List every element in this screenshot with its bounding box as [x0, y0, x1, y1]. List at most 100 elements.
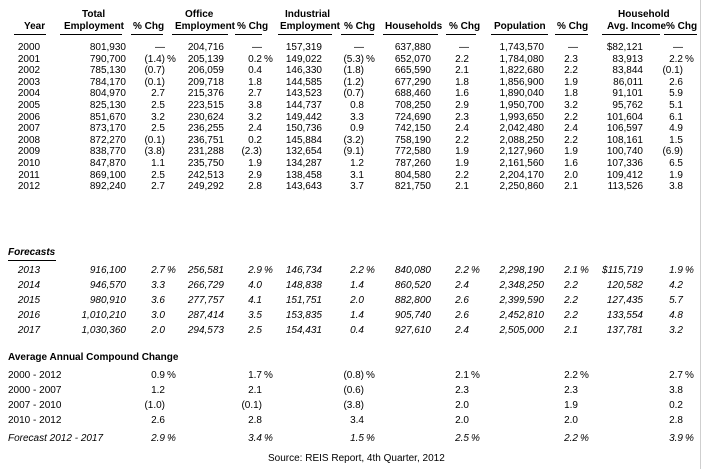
cagr-forecast-value-cell: 3.9 [669, 433, 683, 444]
pct-change-cell: 2.1 [455, 181, 469, 192]
value-cell: 873,170 [89, 123, 126, 134]
pct-change-cell: 2.2 [564, 280, 578, 291]
header-rule [14, 34, 46, 35]
value-cell: 157,319 [285, 42, 322, 53]
pct-change-cell: 2.1 [564, 325, 578, 336]
value-cell: 2,452,810 [499, 310, 545, 321]
value-cell: 236,255 [187, 123, 224, 134]
pct-change-cell: 3.8 [669, 181, 683, 192]
header-rule [278, 34, 332, 35]
value-cell: 242,513 [187, 170, 224, 181]
value-cell: 784,170 [89, 77, 126, 88]
header-households: Households [385, 21, 443, 32]
value-cell: 892,240 [89, 181, 126, 192]
header-rule [341, 34, 374, 35]
cagr-value-cell: 2.0 [455, 415, 469, 426]
value-cell: 109,412 [606, 170, 643, 181]
pct-change-cell: — [155, 42, 165, 53]
pct-change-cell: 2.9 [248, 265, 262, 276]
pct-change-cell: 0.2 [248, 54, 262, 65]
pct-change-cell: 5.1 [669, 100, 683, 111]
header-rule [172, 34, 228, 35]
value-cell: 1,822,680 [499, 65, 545, 76]
value-cell: $82,121 [606, 42, 643, 53]
cagr-value-cell: 1.7 [248, 370, 262, 381]
header-rule [235, 34, 262, 35]
year-cell: 2005 [17, 100, 41, 111]
year-cell: 2016 [17, 310, 41, 321]
value-cell: 652,070 [394, 54, 431, 65]
pct-change-cell: 3.3 [151, 280, 165, 291]
value-cell: 101,604 [606, 112, 643, 123]
pct-change-cell: — [568, 42, 578, 53]
pct-change-cell: 1.1 [151, 158, 165, 169]
value-cell: 980,910 [89, 295, 126, 306]
pct-change-cell: 1.9 [455, 146, 469, 157]
value-cell: 204,716 [187, 42, 224, 53]
value-cell: 2,250,860 [499, 181, 545, 192]
value-cell: 86,011 [613, 77, 643, 88]
pct-change-cell: (2.3) [241, 146, 262, 157]
cagr-value-cell: (0.1) [241, 400, 262, 411]
value-cell: 1,856,900 [499, 77, 545, 88]
year-cell: 2001 [17, 54, 41, 65]
value-cell: 2,505,000 [499, 325, 545, 336]
pct-change-cell: 2.1 [564, 265, 578, 276]
percent-sign: % [167, 54, 176, 65]
cagr-value-cell: 3.8 [669, 385, 683, 396]
value-cell: 758,190 [394, 135, 431, 146]
pct-change-cell: 3.2 [669, 325, 683, 336]
cagr-value-cell: 2.7 [669, 370, 683, 381]
header-year: Year [24, 21, 46, 32]
value-cell: 804,970 [89, 88, 126, 99]
cagr-forecast-value-cell: 3.4 [248, 433, 262, 444]
value-cell: 151,751 [285, 295, 322, 306]
pct-change-cell: 6.1 [669, 112, 683, 123]
pct-change-cell: (0.7) [343, 88, 364, 99]
value-cell: 148,838 [285, 280, 322, 291]
value-cell: 83,844 [612, 65, 643, 76]
value-cell: 1,743,570 [499, 42, 545, 53]
percent-sign: % [580, 433, 589, 444]
pct-change-cell: 1.4 [350, 310, 364, 321]
pct-change-cell: 3.6 [151, 295, 165, 306]
pct-change-cell: (5.3) [343, 54, 364, 65]
value-cell: 83,913 [612, 54, 643, 65]
pct-change-cell: 2.2 [455, 265, 469, 276]
value-cell: 154,431 [285, 325, 322, 336]
pct-change-cell: 2.7 [151, 181, 165, 192]
forecast-period-label: Forecast 2012 - 2017 [8, 433, 104, 444]
percent-sign: % [580, 370, 589, 381]
header-rule [555, 34, 588, 35]
value-cell: 120,582 [606, 280, 643, 291]
header-rule [131, 34, 163, 35]
value-cell: 838,770 [89, 146, 126, 157]
header-industrial-1: Industrial [285, 9, 331, 20]
pct-change-cell: 6.5 [669, 158, 683, 169]
header-households-pct: % Chg [449, 21, 481, 32]
cagr-value-cell: 2.8 [248, 415, 262, 426]
value-cell: 100,740 [606, 146, 643, 157]
value-cell: 1,950,700 [499, 100, 545, 111]
value-cell: $115,719 [602, 265, 643, 276]
percent-sign: % [264, 433, 273, 444]
pct-change-cell: 2.9 [248, 170, 262, 181]
value-cell: 91,101 [612, 88, 643, 99]
value-cell: 821,750 [394, 181, 431, 192]
value-cell: 2,204,170 [499, 170, 545, 181]
percent-sign: % [167, 433, 176, 444]
pct-change-cell: 3.1 [350, 170, 364, 181]
pct-change-cell: 2.7 [151, 265, 165, 276]
pct-change-cell: 5.7 [669, 295, 683, 306]
value-cell: 851,670 [89, 112, 126, 123]
value-cell: 145,884 [285, 135, 322, 146]
year-cell: 2009 [17, 146, 41, 157]
header-hh-income-2: Avg. Income [607, 21, 667, 32]
value-cell: 249,292 [187, 181, 224, 192]
value-cell: 150,736 [285, 123, 322, 134]
header-total-2: Employment [64, 21, 125, 32]
value-cell: 134,287 [285, 158, 322, 169]
value-cell: 724,690 [394, 112, 431, 123]
pct-change-cell: 1.8 [248, 77, 262, 88]
